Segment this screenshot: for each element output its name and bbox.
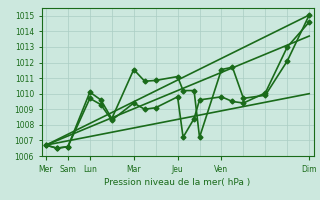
X-axis label: Pression niveau de la mer( hPa ): Pression niveau de la mer( hPa ) bbox=[104, 178, 251, 187]
